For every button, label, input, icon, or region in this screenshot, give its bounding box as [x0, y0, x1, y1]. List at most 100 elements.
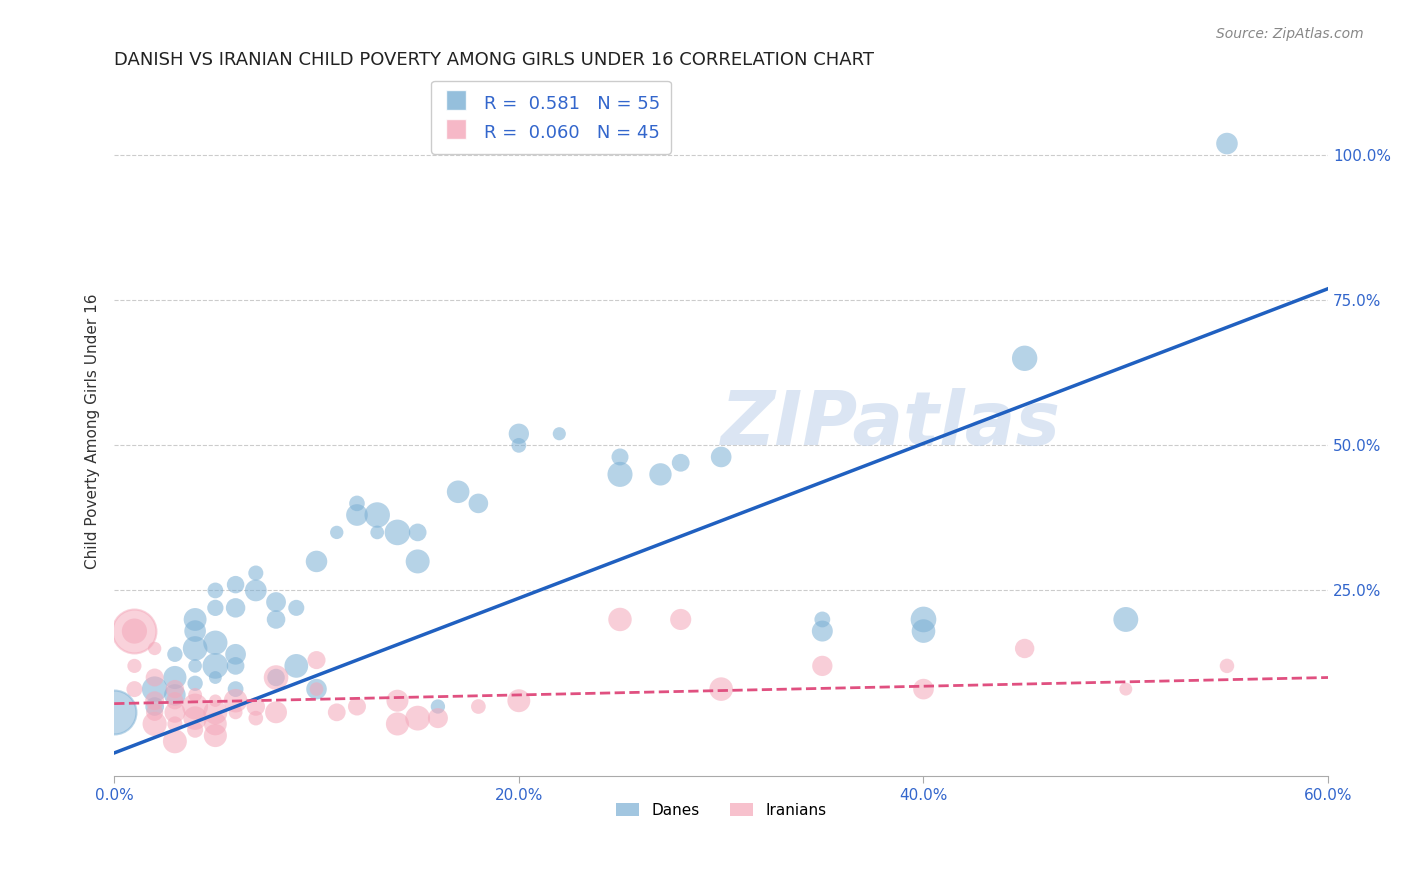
- Point: [811, 624, 834, 638]
- Point: [204, 635, 226, 649]
- Point: [264, 595, 287, 609]
- Point: [225, 648, 247, 662]
- Point: [264, 612, 287, 626]
- Point: [143, 694, 166, 708]
- Point: [426, 711, 449, 725]
- Point: [143, 699, 166, 714]
- Point: [710, 682, 733, 697]
- Point: [204, 706, 226, 720]
- Point: [811, 659, 834, 673]
- Point: [143, 641, 166, 656]
- Point: [346, 699, 368, 714]
- Point: [912, 612, 935, 626]
- Point: [669, 456, 692, 470]
- Point: [225, 577, 247, 591]
- Point: [163, 734, 186, 748]
- Point: [406, 711, 429, 725]
- Point: [184, 641, 207, 656]
- Point: [1216, 136, 1239, 151]
- Point: [124, 624, 146, 638]
- Point: [609, 450, 631, 464]
- Point: [143, 671, 166, 685]
- Point: [225, 682, 247, 697]
- Point: [204, 717, 226, 731]
- Point: [1115, 612, 1137, 626]
- Point: [305, 682, 328, 697]
- Point: [163, 688, 186, 702]
- Point: [245, 583, 267, 598]
- Point: [163, 694, 186, 708]
- Point: [305, 653, 328, 667]
- Point: [508, 426, 530, 441]
- Point: [346, 508, 368, 522]
- Point: [406, 554, 429, 568]
- Text: ZIPatlas: ZIPatlas: [721, 388, 1062, 461]
- Point: [285, 600, 308, 615]
- Point: [204, 671, 226, 685]
- Point: [184, 612, 207, 626]
- Point: [285, 659, 308, 673]
- Point: [124, 659, 146, 673]
- Point: [912, 624, 935, 638]
- Point: [548, 426, 571, 441]
- Point: [225, 694, 247, 708]
- Point: [387, 694, 409, 708]
- Point: [124, 624, 146, 638]
- Point: [710, 450, 733, 464]
- Point: [508, 694, 530, 708]
- Point: [245, 699, 267, 714]
- Point: [143, 706, 166, 720]
- Point: [143, 682, 166, 697]
- Point: [163, 671, 186, 685]
- Point: [305, 554, 328, 568]
- Point: [366, 525, 388, 540]
- Point: [305, 682, 328, 697]
- Text: DANISH VS IRANIAN CHILD POVERTY AMONG GIRLS UNDER 16 CORRELATION CHART: DANISH VS IRANIAN CHILD POVERTY AMONG GI…: [114, 51, 875, 69]
- Point: [387, 525, 409, 540]
- Point: [609, 467, 631, 482]
- Point: [650, 467, 672, 482]
- Point: [447, 484, 470, 499]
- Point: [264, 706, 287, 720]
- Point: [1216, 659, 1239, 673]
- Point: [467, 496, 489, 510]
- Point: [124, 682, 146, 697]
- Point: [326, 525, 349, 540]
- Point: [326, 706, 349, 720]
- Point: [163, 706, 186, 720]
- Point: [245, 566, 267, 580]
- Point: [204, 694, 226, 708]
- Point: [245, 711, 267, 725]
- Point: [204, 729, 226, 743]
- Point: [184, 688, 207, 702]
- Point: [225, 706, 247, 720]
- Point: [811, 612, 834, 626]
- Point: [225, 600, 247, 615]
- Point: [264, 671, 287, 685]
- Point: [184, 659, 207, 673]
- Point: [387, 717, 409, 731]
- Point: [204, 659, 226, 673]
- Point: [1014, 351, 1036, 366]
- Point: [184, 676, 207, 690]
- Point: [184, 711, 207, 725]
- Point: [912, 682, 935, 697]
- Point: [609, 612, 631, 626]
- Point: [204, 583, 226, 598]
- Y-axis label: Child Poverty Among Girls Under 16: Child Poverty Among Girls Under 16: [86, 293, 100, 568]
- Point: [163, 682, 186, 697]
- Point: [467, 699, 489, 714]
- Point: [184, 624, 207, 638]
- Point: [346, 496, 368, 510]
- Point: [264, 671, 287, 685]
- Point: [204, 600, 226, 615]
- Point: [426, 699, 449, 714]
- Point: [225, 659, 247, 673]
- Point: [163, 717, 186, 731]
- Point: [184, 723, 207, 737]
- Point: [1014, 641, 1036, 656]
- Point: [1115, 682, 1137, 697]
- Point: [163, 648, 186, 662]
- Point: [103, 706, 125, 720]
- Text: Source: ZipAtlas.com: Source: ZipAtlas.com: [1216, 27, 1364, 41]
